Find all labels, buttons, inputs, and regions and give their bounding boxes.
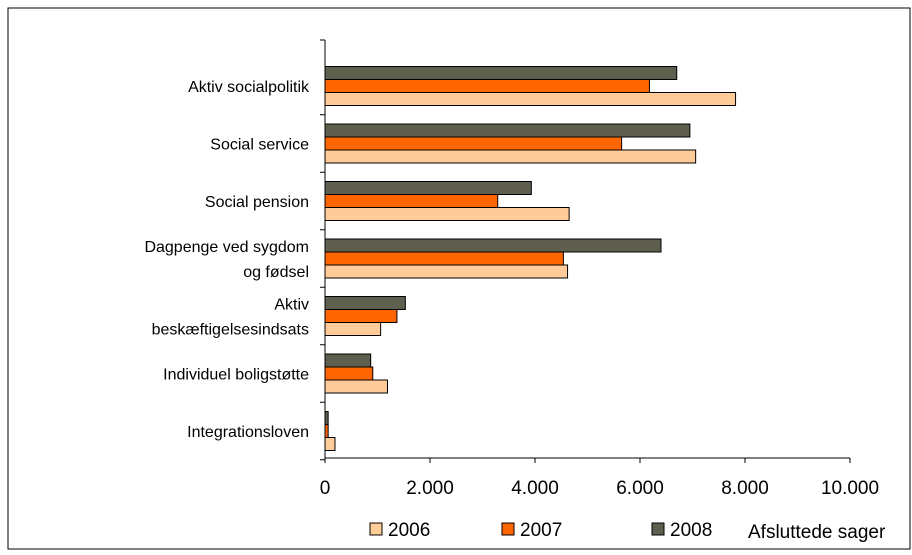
bar-2008-cat-2: [324, 123, 691, 138]
legend-label-2007: 2007: [520, 520, 562, 541]
x-tick-label: 6.000: [616, 478, 664, 499]
bar-2006-cat-6: [324, 379, 388, 394]
axis-layer: Aktiv socialpolitik Social service Social …: [144, 39, 879, 499]
x-tick-label: 2.000: [406, 478, 454, 499]
bar-2008-cat-4: [324, 238, 662, 253]
category-label-4: Dagpenge ved sygdom og fødsel: [144, 239, 309, 281]
bar-2007-cat-6: [324, 366, 374, 381]
bar-2006-cat-7: [324, 437, 336, 451]
category-label-2: Social service: [210, 137, 309, 154]
legend-swatch-2007: [501, 522, 515, 536]
category-label-6: Individuel boligstøtte: [163, 367, 309, 384]
category-label-3: Social pension: [205, 194, 309, 211]
legend-label-2006: 2006: [388, 520, 430, 541]
legend: 2006 2007 2008: [369, 520, 712, 541]
category-label-line: Individuel boligstøtte: [163, 367, 309, 384]
bar-2006-cat-4: [324, 264, 569, 279]
category-label-line: beskæftigelsesindsats: [152, 322, 309, 339]
category-label-line: Social pension: [205, 194, 309, 211]
bar-2006-cat-1: [324, 92, 737, 106]
category-label-5: Aktiv beskæftigelsesindsats: [152, 297, 309, 339]
category-label-1: Aktiv socialpolitik: [188, 79, 310, 96]
category-label-line: Aktiv: [274, 297, 309, 314]
x-tick-label: 8.000: [721, 478, 769, 499]
x-tick-label: 4.000: [511, 478, 559, 499]
bar-2006-cat-3: [324, 207, 570, 221]
bar-2008-cat-6: [324, 353, 372, 368]
bar-2008-cat-5: [324, 296, 406, 310]
bar-2007-cat-1: [324, 79, 650, 93]
legend-swatch-2006: [369, 522, 383, 536]
bar-2008-cat-1: [324, 66, 678, 80]
bar-2007-cat-3: [324, 194, 499, 208]
legend-swatch-2008: [651, 522, 665, 536]
x-tick-label: 10.000: [821, 478, 879, 499]
legend-label-2008: 2008: [670, 520, 712, 541]
category-label-line: Social service: [210, 137, 309, 154]
bar-2006-cat-5: [324, 322, 382, 336]
x-tick-label: 0: [320, 478, 331, 499]
bar-2007-cat-4: [324, 251, 564, 266]
category-label-7: Integrationsloven: [187, 424, 309, 441]
category-label-line: Integrationsloven: [187, 424, 309, 441]
category-label-line: Aktiv socialpolitik: [188, 79, 310, 96]
category-label-line: Dagpenge ved sygdom: [144, 239, 309, 256]
x-axis-label: Afsluttede sager: [748, 522, 886, 543]
bars-layer: [324, 66, 737, 451]
bar-2007-cat-5: [324, 309, 398, 323]
bar-2008-cat-3: [324, 181, 532, 195]
bar-2006-cat-2: [324, 149, 697, 164]
bar-2007-cat-2: [324, 136, 623, 151]
category-label-line: og fødsel: [243, 264, 309, 281]
